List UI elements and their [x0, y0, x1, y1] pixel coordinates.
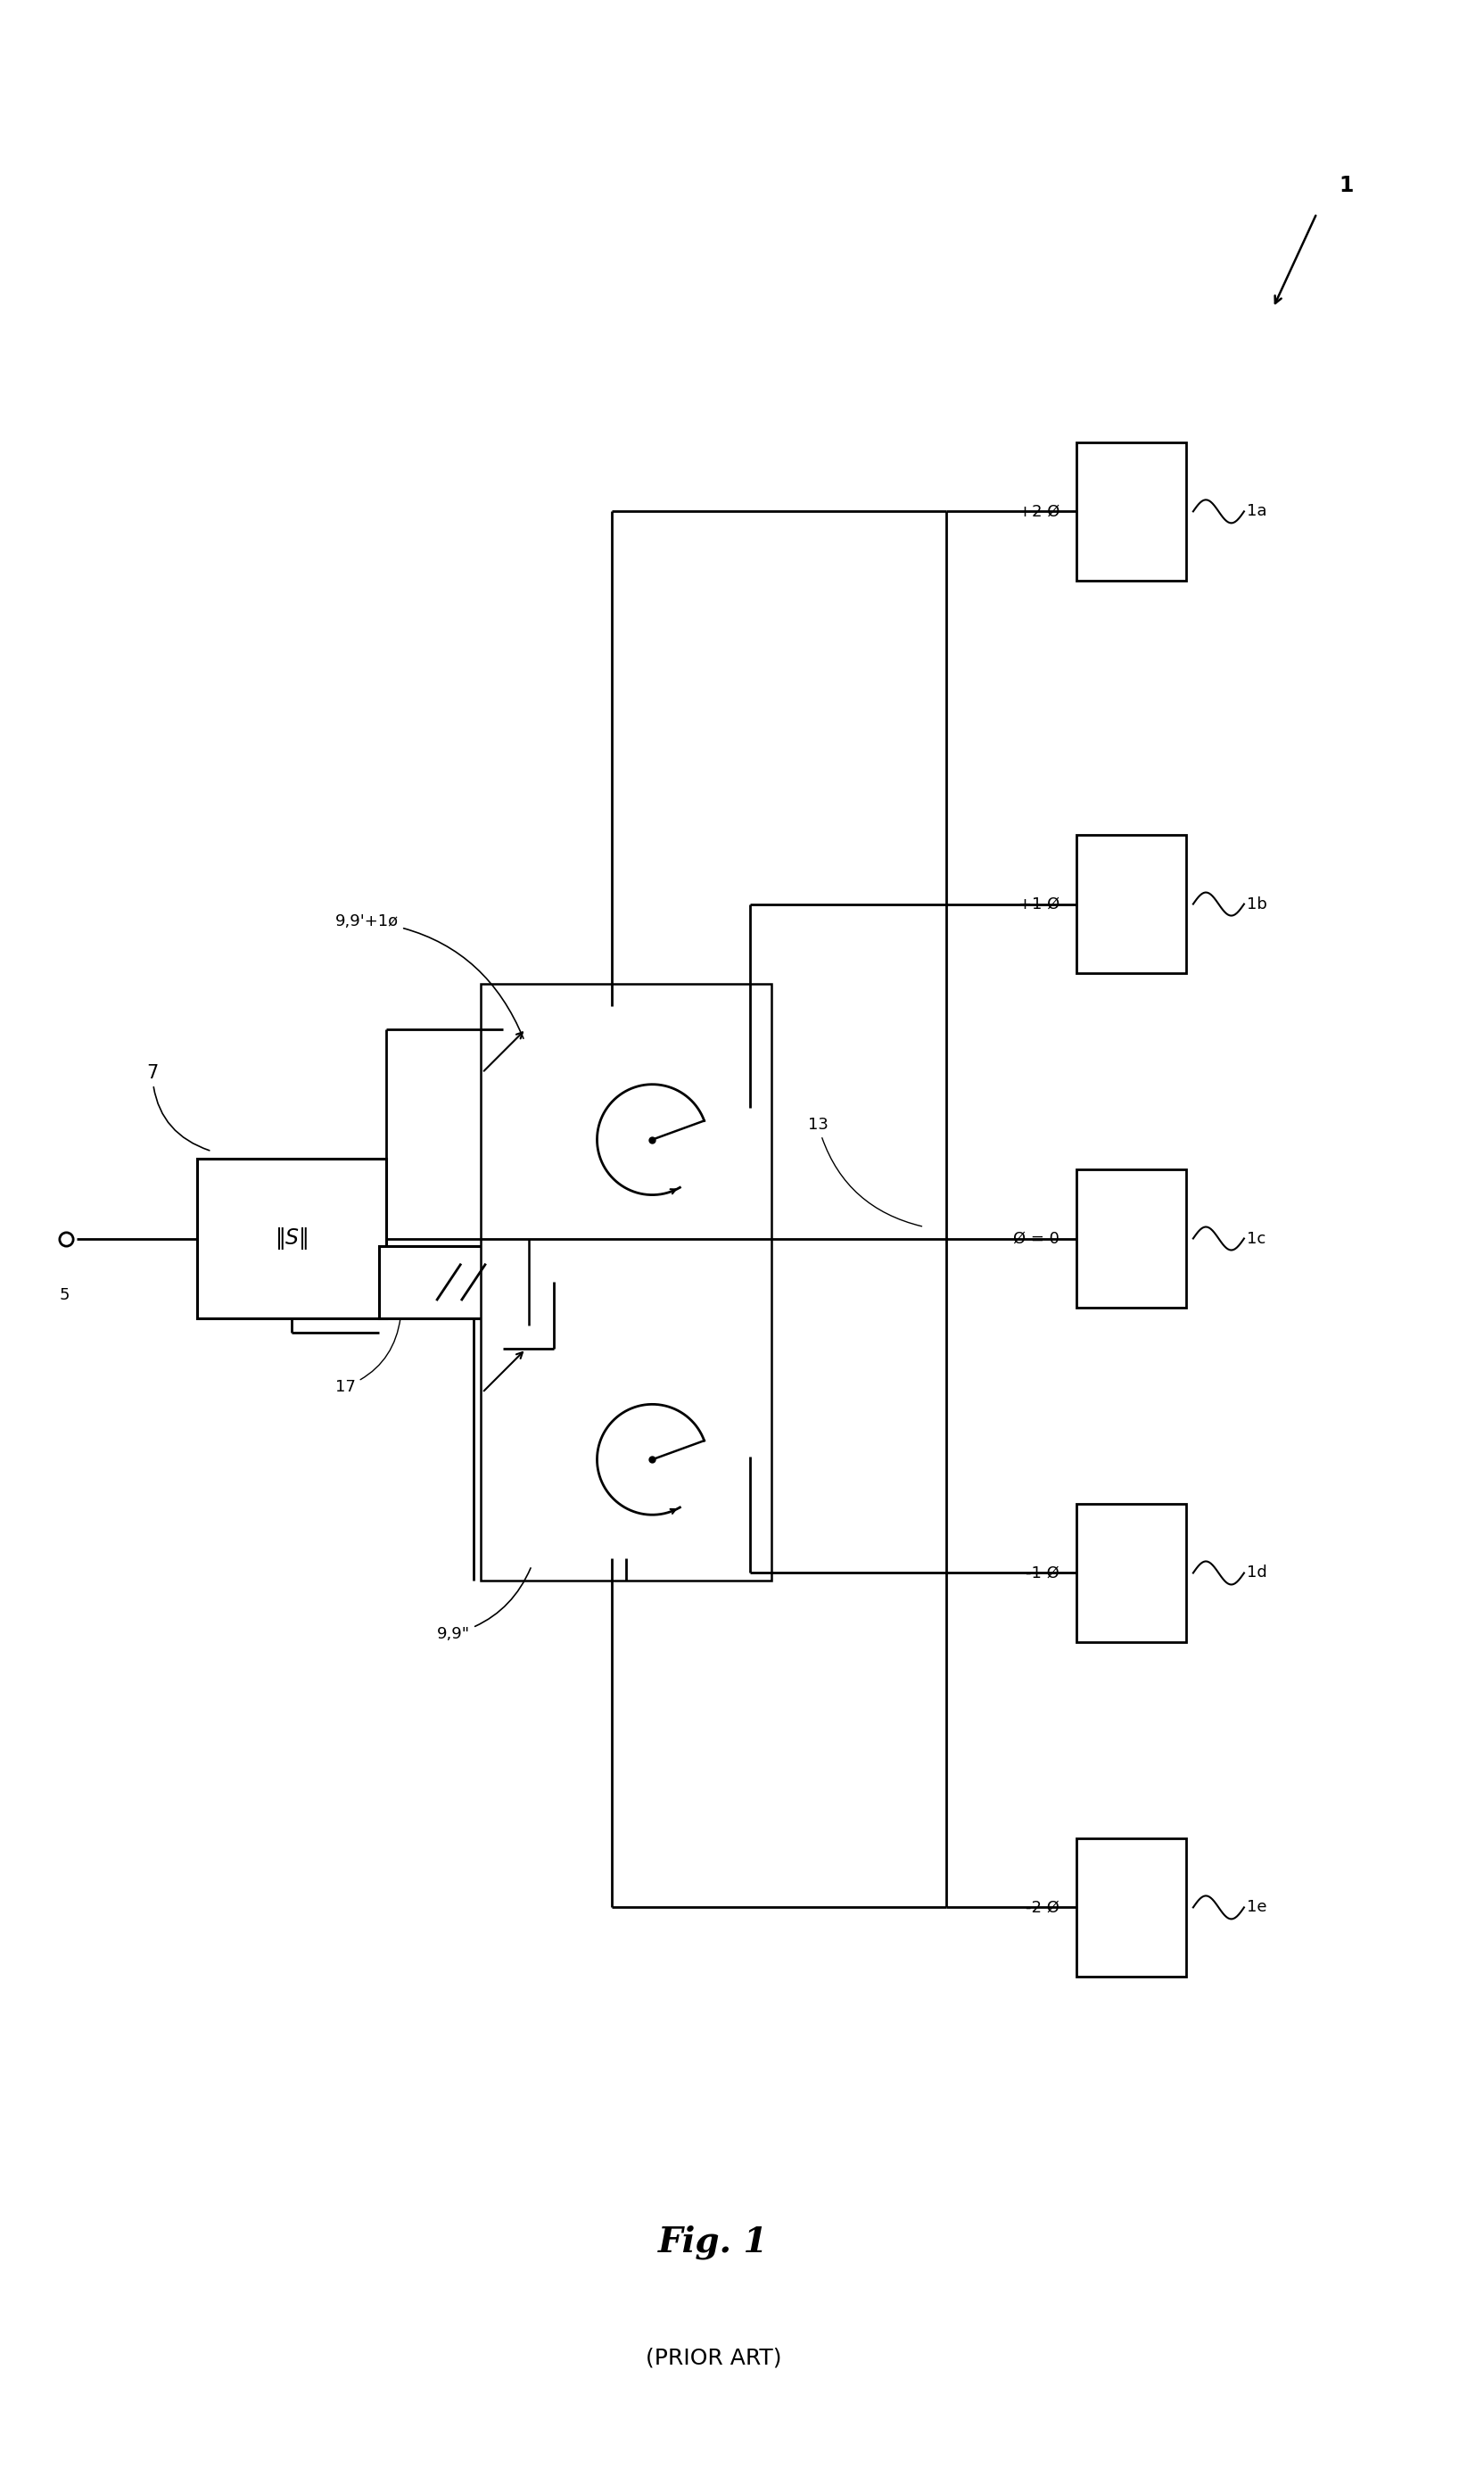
- Text: 17: 17: [335, 1318, 401, 1395]
- Text: -2 Ø: -2 Ø: [1025, 1900, 1058, 1915]
- Bar: [1076, 1169, 1186, 1308]
- Text: -1 Ø: -1 Ø: [1025, 1565, 1058, 1580]
- Text: 9,9'+1ø: 9,9'+1ø: [335, 914, 524, 1038]
- Bar: [1076, 835, 1186, 973]
- Text: 1a: 1a: [1247, 503, 1266, 520]
- Text: 1: 1: [1337, 173, 1352, 196]
- Bar: [502, 1325, 549, 1372]
- Bar: [1076, 443, 1186, 580]
- Text: 9,9": 9,9": [436, 1568, 530, 1642]
- Bar: [197, 1159, 386, 1318]
- Text: 7: 7: [147, 1065, 209, 1149]
- Text: +2 Ø: +2 Ø: [1018, 503, 1058, 520]
- Bar: [481, 983, 772, 1580]
- Text: 1b: 1b: [1247, 897, 1266, 912]
- Text: 5: 5: [59, 1288, 70, 1303]
- Text: 1d: 1d: [1247, 1565, 1266, 1580]
- Text: $\|S\|$: $\|S\|$: [275, 1226, 309, 1251]
- Bar: [378, 1246, 554, 1318]
- Text: 1c: 1c: [1247, 1231, 1266, 1246]
- Text: (PRIOR ART): (PRIOR ART): [646, 2348, 781, 2368]
- Text: 13: 13: [807, 1117, 922, 1226]
- Text: +1 Ø: +1 Ø: [1018, 897, 1058, 912]
- Bar: [502, 1325, 749, 1558]
- Bar: [502, 1006, 549, 1053]
- Bar: [1076, 1838, 1186, 1977]
- Text: Ø = 0: Ø = 0: [1012, 1231, 1058, 1246]
- Text: 1e: 1e: [1247, 1900, 1266, 1915]
- Bar: [502, 1006, 749, 1238]
- Bar: [1076, 1504, 1186, 1642]
- Text: Fig. 1: Fig. 1: [657, 2224, 769, 2259]
